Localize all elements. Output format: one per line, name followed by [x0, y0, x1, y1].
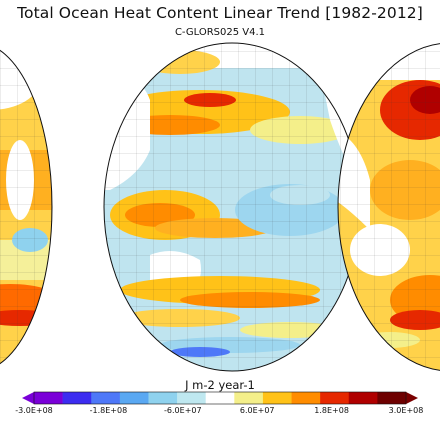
colorbar-bin: [177, 392, 206, 404]
colorbar-bin: [348, 392, 378, 404]
colorbar-bin: [62, 392, 92, 404]
colorbar-bin: [291, 392, 321, 404]
colorbar-tick-label: 6.0E+07: [239, 406, 275, 415]
colorbar-over-arrow: [406, 392, 418, 404]
colorbar-tick-label: 3.0E+08: [388, 406, 424, 415]
colorbar-tick-label: 1.8E+08: [314, 406, 349, 415]
colorbar-bin: [262, 392, 292, 404]
colorbar-bin: [320, 392, 350, 404]
center-lobe: [104, 43, 360, 371]
colorbar-bin: [91, 392, 121, 404]
colorbar: [22, 391, 418, 405]
map-subtitle: C-GLORS025 V4.1: [174, 27, 266, 38]
colorbar-unit-label: J m-2 year-1: [185, 378, 255, 392]
colorbar-bin: [119, 392, 149, 404]
map-title: Total Ocean Heat Content Linear Trend [1…: [17, 4, 423, 22]
colorbar-tick-label: -3.0E+08: [15, 406, 53, 415]
colorbar-bin: [234, 392, 264, 404]
right-lobe: [338, 43, 440, 371]
colorbar-tick-label: -1.8E+08: [89, 406, 128, 415]
left-lobe-outline: [0, 49, 53, 365]
colorbar-bin: [148, 392, 178, 404]
colorbar-tick-label: -6.0E+07: [164, 406, 202, 415]
colorbar-bin: [205, 392, 235, 404]
colorbar-bin: [377, 392, 407, 404]
right-lobe-outline: [337, 43, 440, 371]
colorbar-under-arrow: [22, 392, 34, 404]
colorbar-bin: [34, 392, 63, 404]
